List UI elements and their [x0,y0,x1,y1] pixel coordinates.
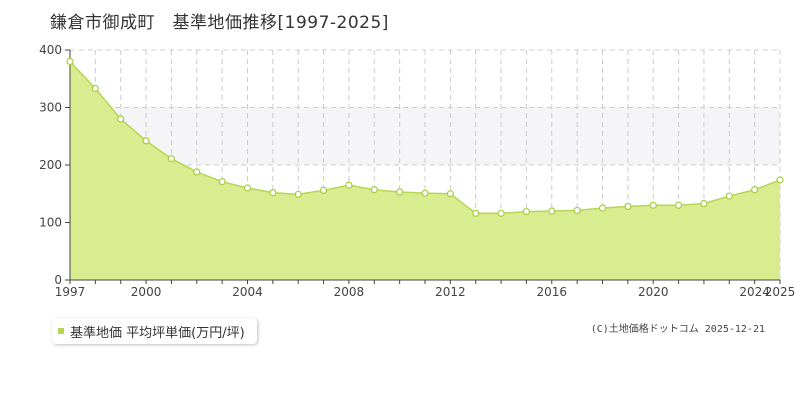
data-point [421,189,429,197]
data-point [167,155,176,163]
data-point [472,209,480,217]
legend-label: 基準地価 平均坪単価(万円/坪) [70,325,245,341]
data-point [548,207,556,215]
data-point [370,186,378,194]
data-point [751,186,759,194]
data-point [700,199,708,208]
legend: 基準地価 平均坪単価(万円/坪) [52,318,257,344]
data-point [649,201,657,209]
data-point [269,189,277,197]
data-point [396,188,404,196]
legend-marker [58,328,64,334]
data-point [294,190,302,198]
data-point [598,204,607,212]
data-point [345,181,353,189]
x-tick-label: 2004 [232,285,263,299]
data-point [218,178,226,186]
y-tick-label: 0 [54,273,62,287]
data-point [142,137,150,145]
x-tick-label: 2016 [537,285,568,299]
data-point [91,84,99,93]
data-point [776,176,784,184]
x-tick-label: 1997 [55,285,86,299]
data-point [497,209,505,217]
data-point [624,202,632,210]
data-point [319,186,328,194]
x-tick-label: 2008 [334,285,365,299]
series-area [70,61,780,280]
x-tick-label: 2000 [131,285,162,299]
y-tick-label: 200 [39,158,62,172]
data-point [573,206,581,215]
x-tick-label: 2012 [435,285,466,299]
y-tick-label: 400 [39,43,62,57]
data-point [725,192,733,200]
data-point [522,207,531,216]
x-tick-label: 2025 [765,285,796,299]
y-tick-label: 100 [39,216,62,230]
data-point [117,115,125,123]
data-point [446,190,454,198]
y-tick-label: 300 [39,101,62,115]
x-tick-label: 2024 [739,285,770,299]
data-point [243,184,252,192]
copyright-notice: (C)土地価格ドットコム 2025-12-21 [590,324,765,335]
data-point [193,168,201,176]
data-point [674,201,683,209]
data-point [66,57,74,66]
chart-title: 鎌倉市御成町 基準地価推移[1997-2025] [50,13,389,33]
x-tick-label: 2020 [638,285,669,299]
